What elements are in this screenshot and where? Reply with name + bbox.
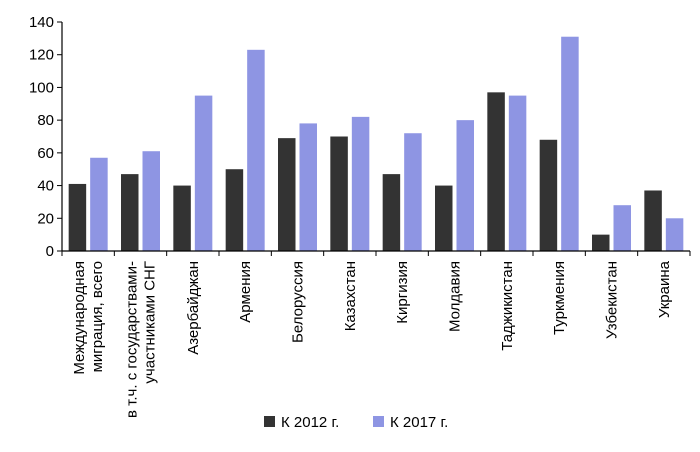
- bar-2-4: [247, 49, 265, 252]
- y-tick-label: 20: [37, 210, 54, 227]
- bar-1-8: [435, 185, 453, 251]
- y-tick-label: 140: [29, 14, 54, 31]
- bar-2-6: [351, 116, 370, 252]
- bar-1-4: [225, 169, 244, 251]
- bar-1-5: [278, 138, 296, 251]
- y-tick-label: 0: [46, 243, 54, 260]
- category-label: Украина: [656, 260, 673, 318]
- category-label: Казахстан: [342, 261, 359, 331]
- bar-1-10: [539, 139, 558, 251]
- bar-2-3: [194, 95, 213, 251]
- bar-1-6: [330, 136, 348, 251]
- bar-1-11: [592, 234, 610, 251]
- bar-2-11: [613, 205, 631, 251]
- category-label: миграция, всего: [89, 261, 106, 372]
- legend-label-2: К 2017 г.: [390, 414, 448, 431]
- bar-2-2: [142, 151, 160, 251]
- bar-1-1: [68, 183, 87, 251]
- category-label: Армения: [237, 261, 254, 323]
- y-tick-label: 120: [29, 47, 54, 64]
- category-label: Азербайджан: [185, 261, 202, 355]
- category-label: Международная: [71, 261, 88, 375]
- y-tick-label: 80: [37, 112, 54, 129]
- legend-swatch-2: [373, 416, 384, 427]
- y-tick-label: 40: [37, 178, 54, 195]
- bar-1-7: [382, 174, 401, 251]
- bar-2-12: [665, 218, 684, 251]
- category-label: Туркмения: [551, 261, 568, 335]
- legend-swatch-1: [264, 416, 275, 427]
- y-tick-labels: 0 20 40 60 80 100 120 140: [29, 14, 54, 260]
- bar-1-12: [644, 190, 662, 251]
- bar-2-9: [508, 95, 527, 251]
- bar-2-1: [90, 157, 108, 251]
- bar-2-8: [456, 120, 474, 251]
- legend: К 2012 г. К 2017 г.: [264, 414, 448, 431]
- bar-2-7: [404, 133, 422, 251]
- bar-1-9: [487, 92, 505, 251]
- y-tick-label: 60: [37, 145, 54, 162]
- legend-label-1: К 2012 г.: [281, 414, 339, 431]
- category-label: Узбекистан: [604, 261, 621, 339]
- bar-2-10: [561, 36, 579, 251]
- category-labels: Международная миграция, всего в т.ч. с гос…: [71, 260, 673, 418]
- category-label: участниками СНГ: [142, 261, 159, 384]
- axes-group: [57, 21, 691, 256]
- bar-2-5: [299, 123, 317, 251]
- category-label: в т.ч. с государствами-: [124, 261, 141, 418]
- category-label: Молдавия: [447, 261, 464, 332]
- bars-group: [68, 36, 684, 252]
- category-label: Белоруссия: [290, 261, 307, 343]
- bar-1-3: [173, 185, 191, 251]
- category-label: Таджикистан: [499, 261, 516, 351]
- category-label: Киргизия: [394, 261, 411, 324]
- y-tick-label: 100: [29, 79, 54, 96]
- bar-1-2: [121, 174, 139, 251]
